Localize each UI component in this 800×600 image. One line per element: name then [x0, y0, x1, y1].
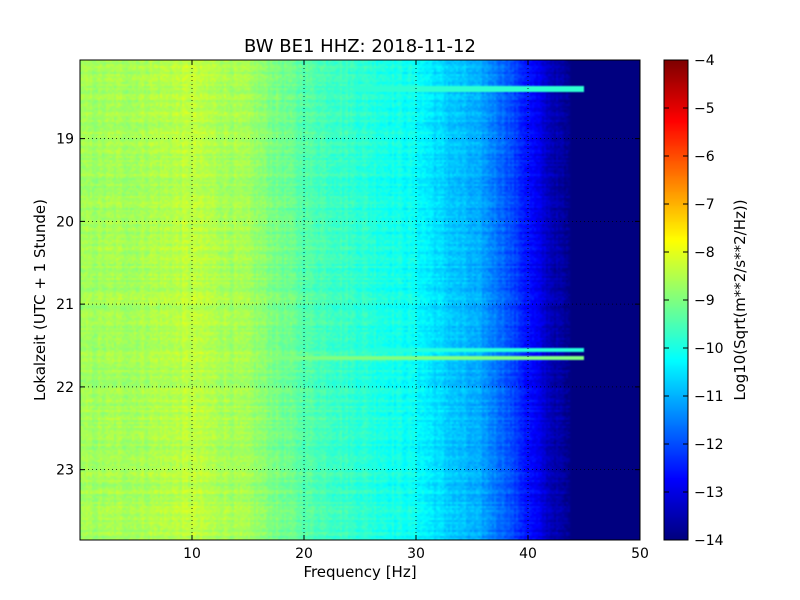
colorbar-tick-label: −8: [694, 245, 715, 261]
colorbar-tick-label: −12: [694, 437, 724, 453]
x-tick-label: 30: [407, 546, 425, 562]
x-tick-label: 40: [519, 546, 537, 562]
y-axis-ticks: 19 20 21 22 23: [56, 132, 640, 479]
colorbar-tick-label: −9: [694, 293, 715, 309]
colorbar-tick-label: −14: [694, 533, 724, 549]
x-tick-label: 20: [295, 546, 313, 562]
x-tick-label: 10: [183, 546, 201, 562]
colorbar-tick-label: −11: [694, 389, 724, 405]
colorbar-ticks: −14 −13 −12 −11 −10 −9 −8 −7 −6 −5 −4: [664, 53, 724, 549]
chart-title: BW BE1 HHZ: 2018-11-12: [244, 36, 476, 57]
colorbar-tick-label: −6: [694, 149, 715, 165]
y-tick-label: 21: [56, 297, 74, 313]
y-tick-label: 20: [56, 214, 74, 230]
plot-frame: [79, 59, 641, 541]
colorbar-tick-label: −13: [694, 485, 724, 501]
y-axis-label: Lokalzeit (UTC + 1 Stunde): [31, 199, 49, 401]
x-axis-label: Frequency [Hz]: [303, 563, 416, 581]
colorbar-tick-label: −4: [694, 53, 715, 69]
x-tick-label: 50: [631, 546, 649, 562]
colorbar-label: Log10(Sqrt(m**2/s**2/Hz)): [731, 199, 749, 400]
spectrogram-heatmap: [80, 60, 640, 540]
grid-lines: [80, 60, 640, 540]
y-tick-label: 19: [56, 132, 74, 148]
y-tick-label: 23: [56, 463, 74, 479]
y-tick-label: 22: [56, 380, 74, 396]
colorbar-tick-label: −7: [694, 197, 715, 213]
x-axis-ticks: 10 20 30 40 50: [183, 60, 649, 562]
colorbar-tick-label: −5: [694, 101, 715, 117]
colorbar-tick-label: −10: [694, 341, 724, 357]
